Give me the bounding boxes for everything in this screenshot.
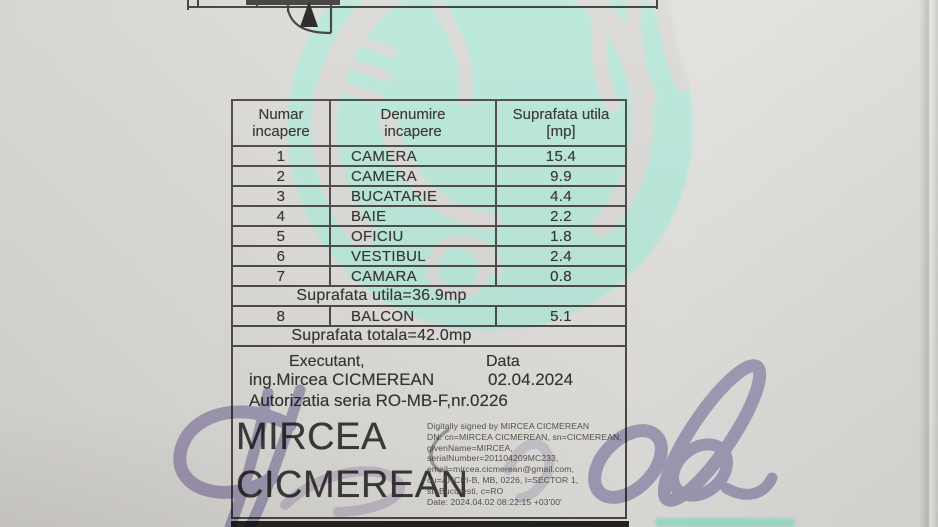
executant-label: Executant, <box>289 353 365 370</box>
cell-room-number: 8 <box>231 305 331 327</box>
cell-room-name: CAMERA <box>329 145 497 167</box>
total-text: Suprafata totala=42.0mp <box>231 325 627 347</box>
authorization-number: Autorizatia seria RO-MB-F,nr.0226 <box>249 391 508 410</box>
cell-room-area: 15.4 <box>495 145 627 167</box>
cell-room-name: BALCON <box>329 305 497 327</box>
cell-room-name: BAIE <box>329 205 497 227</box>
date-value: 02.04.2024 <box>488 370 574 389</box>
header-room-area: Suprafata utila [mp] <box>495 99 627 147</box>
table-row: 3 BUCATARIE 4.4 <box>231 185 627 207</box>
cell-room-name: OFICIU <box>329 225 497 247</box>
sig-detail-line: Digitally signed by MIRCEA CICMEREAN <box>427 421 590 431</box>
table-bottom-thick-line <box>231 521 629 527</box>
cell-room-area: 0.8 <box>495 265 627 287</box>
sig-detail-line: ou=ANCPI-B, MB, 0226, l=SECTOR 1, <box>427 474 579 485</box>
cell-room-area: 2.4 <box>495 245 627 267</box>
total-row: Suprafata totala=42.0mp <box>231 325 627 347</box>
cell-room-number: 1 <box>231 145 331 167</box>
paper-edge-crease <box>919 0 938 527</box>
room-area-table: Numar incapere Denumire incapere Suprafata… <box>231 99 627 347</box>
executant-signature-box: Executant, ing.Mircea CICMEREAN Autoriza… <box>231 347 627 519</box>
balcony-row: 8 BALCON 5.1 <box>231 305 627 327</box>
cell-room-number: 6 <box>231 245 331 267</box>
cell-room-number: 7 <box>231 265 331 287</box>
table-row: 4 BAIE 2.2 <box>231 205 627 227</box>
cell-room-area: 4.4 <box>495 185 627 207</box>
signature-name-line1: MIRCEA <box>236 416 387 458</box>
teal-strip-bottom <box>655 518 795 527</box>
plan-arrow-marker <box>300 1 318 27</box>
executant-engineer-name: ing.Mircea CICMEREAN <box>249 370 435 389</box>
sig-detail-line: email=mircea.cicmerean@gmail.com, <box>427 464 574 475</box>
cell-room-name: CAMARA <box>329 265 497 287</box>
table-row: 6 VESTIBUL 2.4 <box>231 245 627 267</box>
table-row: 2 CAMERA 9.9 <box>231 165 627 187</box>
sig-detail-line: Date: 2024.04.02 08:22:15 +03'00' <box>427 496 562 507</box>
cell-room-name: VESTIBUL <box>329 245 497 267</box>
cell-room-name: BUCATARIE <box>329 185 497 207</box>
cell-room-area: 1.8 <box>495 225 627 247</box>
cell-room-number: 5 <box>231 225 331 247</box>
cell-room-number: 2 <box>231 165 331 187</box>
cell-room-number: 4 <box>231 205 331 227</box>
header-room-number: Numar incapere <box>231 99 331 147</box>
sig-detail-line: serialNumber=201104209MC233, <box>427 453 559 464</box>
cell-room-area: 2.2 <box>495 205 627 227</box>
cell-room-number: 3 <box>231 185 331 207</box>
table-row: 1 CAMERA 15.4 <box>231 145 627 167</box>
table-header-row: Numar incapere Denumire incapere Suprafata… <box>231 99 627 147</box>
digital-signature-details: Digitally signed by MIRCEA CICMEREAN DN:… <box>427 421 627 507</box>
sig-detail-line: st=Bucuresti, c=RO <box>427 485 504 496</box>
cell-room-area: 5.1 <box>495 305 627 327</box>
cell-room-area: 9.9 <box>495 165 627 187</box>
table-row: 7 CAMARA 0.8 <box>231 265 627 287</box>
table-row: 5 OFICIU 1.8 <box>231 225 627 247</box>
subtotal-text: Suprafata utila=36.9mp <box>231 285 627 307</box>
cell-room-name: CAMERA <box>329 165 497 187</box>
sig-detail-line: givenName=MIRCEA, <box>427 442 513 453</box>
sig-detail-line: DN: cn=MIRCEA CICMEREAN, sn=CICMEREAN, <box>427 431 622 442</box>
date-label: Data <box>486 353 520 370</box>
header-room-name: Denumire incapere <box>329 99 497 147</box>
subtotal-row: Suprafata utila=36.9mp <box>231 285 627 307</box>
